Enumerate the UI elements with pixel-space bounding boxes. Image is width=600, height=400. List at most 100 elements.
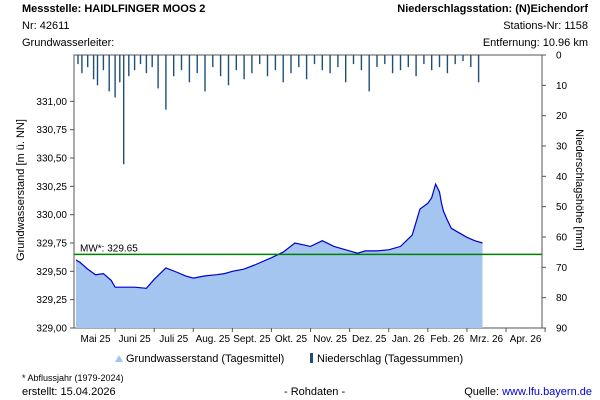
precip-bar — [423, 55, 425, 65]
x-tick-label: Dez. 25 — [352, 334, 387, 345]
x-tick-label: Nov. 25 — [313, 334, 347, 345]
precip-bar — [454, 55, 456, 65]
aquifer-label: Grundwasserleiter: — [22, 37, 115, 49]
precip-bar — [446, 55, 449, 74]
precip-bar — [188, 55, 191, 83]
precip-bar — [165, 55, 167, 110]
precip-bar — [180, 55, 183, 71]
station-label: Messstelle: HAIDLFINGER MOOS 2 — [22, 3, 206, 15]
precip-bar — [204, 55, 206, 92]
x-tick-label: Mai 25 — [81, 334, 111, 345]
legend-bar-label: Niederschlag (Tagessummen) — [317, 353, 463, 365]
precip-bar — [391, 55, 394, 74]
precip-bar — [96, 55, 99, 86]
precip-bar — [251, 55, 253, 74]
y-left-tick-label: 330,25 — [36, 182, 67, 193]
precip-bar — [368, 55, 370, 92]
rain-station: Niederschlagsstation: (N)Eichendorf — [397, 3, 588, 15]
source: Quelle: www.lfu.bayern.de — [464, 386, 592, 398]
precip-bar — [157, 55, 159, 89]
precip-bar — [196, 55, 198, 74]
precip-bar — [227, 55, 230, 86]
precip-bar — [87, 55, 89, 68]
precip-bar — [438, 55, 441, 68]
precip-bar — [345, 55, 347, 83]
x-tick-label: Mrz. 26 — [470, 334, 504, 345]
precip-bar — [119, 55, 121, 83]
precip-bar — [290, 55, 292, 74]
precip-bar — [212, 55, 214, 68]
source-label: Quelle: — [464, 386, 500, 398]
y-right-tick-label: 10 — [556, 81, 568, 92]
x-tick-label: Aug. 25 — [196, 334, 231, 345]
precip-bar — [298, 55, 300, 68]
precip-bar — [145, 55, 148, 74]
x-tick-label: Jan. 26 — [392, 334, 425, 345]
legend-area-icon — [115, 355, 123, 362]
precip-bar — [173, 55, 175, 77]
rain-station-nr: Stations-Nr: 1158 — [503, 20, 588, 32]
y-right-axis: 0 10 20 30 40 50 60 70 80 90 — [542, 51, 568, 335]
precip-bar — [462, 55, 464, 62]
precip-bar — [108, 55, 110, 92]
precip-bar — [102, 55, 105, 71]
precip-bar — [477, 55, 480, 83]
x-tick-label: Juni 25 — [119, 334, 152, 345]
precip-bar — [407, 55, 409, 68]
y-right-tick-label: 50 — [556, 202, 568, 213]
legend-area-label: Grundwasserstand (Tagesmittel) — [126, 353, 284, 365]
station-nr: Nr: 42611 — [22, 20, 70, 32]
precip-bar — [352, 55, 355, 65]
y-left-tick-label: 329,00 — [36, 324, 67, 335]
y-left-tick-label: 329,75 — [36, 239, 67, 250]
precip-bar — [431, 55, 433, 71]
precip-bar — [259, 55, 261, 65]
y-right-tick-label: 80 — [556, 293, 568, 304]
x-tick-label: Apr. 26 — [510, 334, 542, 345]
precip-bar — [329, 55, 331, 74]
precip-bar — [235, 55, 237, 71]
x-axis: Mai 25 Juni 25 Juli 25 Aug. 25 Sept. 25 Okt. … — [81, 328, 546, 345]
groundwater-area — [76, 184, 483, 328]
precip-bar — [139, 55, 142, 65]
y-left-tick-label: 329,25 — [36, 295, 67, 306]
x-tick-label: Okt. 25 — [275, 334, 308, 345]
precip-bar — [77, 55, 79, 65]
y-left-tick-label: 329,50 — [36, 267, 67, 278]
precip-bar — [470, 55, 472, 68]
y-left-axis-title: Grundwasserstand [m ü. NN] — [15, 119, 27, 261]
precip-bar — [219, 55, 222, 77]
y-right-tick-label: 0 — [556, 51, 562, 62]
precip-bar — [376, 55, 378, 68]
precip-bar — [133, 55, 136, 71]
x-tick-label: Sept. 25 — [233, 334, 271, 345]
precip-bar — [243, 55, 245, 80]
y-right-tick-label: 20 — [556, 111, 568, 122]
precip-bar — [274, 55, 277, 71]
y-left-tick-label: 330,75 — [36, 125, 67, 136]
y-right-tick-label: 40 — [556, 172, 568, 183]
mean-label: MW*: 329.65 — [80, 243, 138, 254]
precip-bar — [282, 55, 284, 83]
x-tick-label: Feb. 26 — [430, 334, 464, 345]
precip-bar — [313, 55, 316, 65]
precip-bar — [360, 55, 363, 71]
precipitation-series — [77, 55, 480, 165]
groundwater-line — [75, 182, 483, 289]
precip-bar — [337, 55, 339, 68]
raw-data-label: - Rohdaten - — [284, 386, 346, 398]
legend-bar-icon — [310, 353, 313, 363]
precip-bar — [321, 55, 323, 71]
y-left-tick-label: 330,50 — [36, 154, 67, 165]
precip-bar — [399, 55, 402, 71]
precip-bar — [128, 55, 130, 77]
precip-bar — [114, 55, 116, 98]
precip-bar — [151, 55, 153, 68]
precip-bar — [92, 55, 95, 80]
y-left-tick-label: 330,00 — [36, 210, 67, 221]
precip-bar — [81, 55, 83, 74]
precip-bar — [266, 55, 269, 77]
source-link[interactable]: www.lfu.bayern.de — [502, 386, 592, 398]
distance: Entfernung: 10.96 km — [482, 37, 588, 49]
